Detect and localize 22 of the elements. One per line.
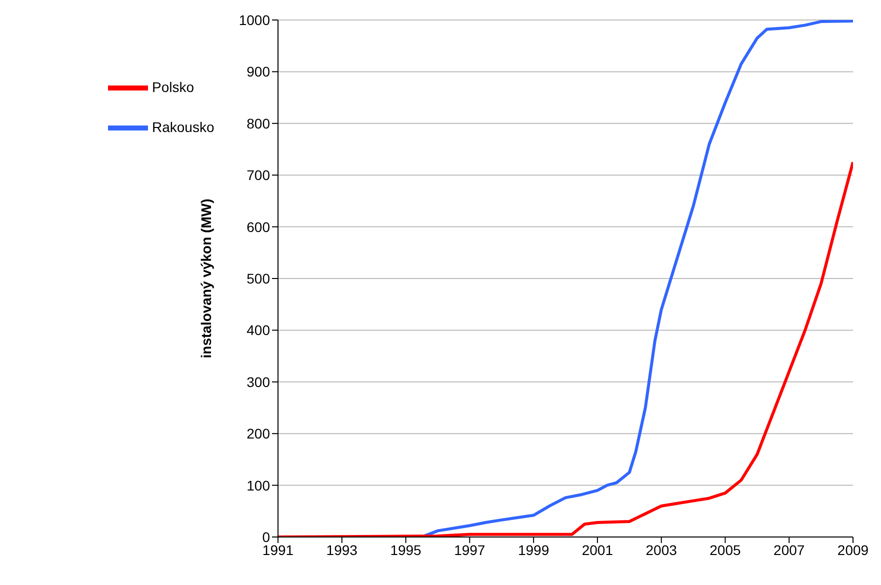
y-tick-label: 200 (246, 426, 270, 442)
x-tick-label: 2009 (837, 542, 869, 558)
y-tick-label: 400 (246, 322, 270, 338)
y-tick-label: 500 (246, 270, 270, 286)
y-tick-label: 1000 (238, 12, 270, 28)
x-tick-label: 2001 (582, 542, 614, 558)
y-axis-title: instalovaný výkon (MW) (198, 198, 214, 358)
y-tick-label: 100 (246, 477, 270, 494)
legend-label: Polsko (152, 79, 194, 96)
x-tick-label: 2003 (646, 542, 678, 558)
x-tick-label: 1997 (454, 542, 486, 558)
y-tick-label: 300 (246, 374, 270, 390)
x-tick-label: 1993 (326, 542, 358, 558)
x-tick-label: 2005 (710, 542, 742, 558)
y-tick-label: 800 (246, 115, 270, 132)
y-tick-label: 600 (246, 218, 270, 235)
x-tick-label: 1999 (518, 542, 550, 558)
legend-label: Rakousko (152, 119, 214, 136)
y-tick-label: 900 (246, 64, 270, 80)
x-tick-label: 1995 (390, 542, 422, 558)
y-tick-label: 700 (246, 167, 270, 184)
x-tick-label: 2007 (774, 542, 805, 558)
